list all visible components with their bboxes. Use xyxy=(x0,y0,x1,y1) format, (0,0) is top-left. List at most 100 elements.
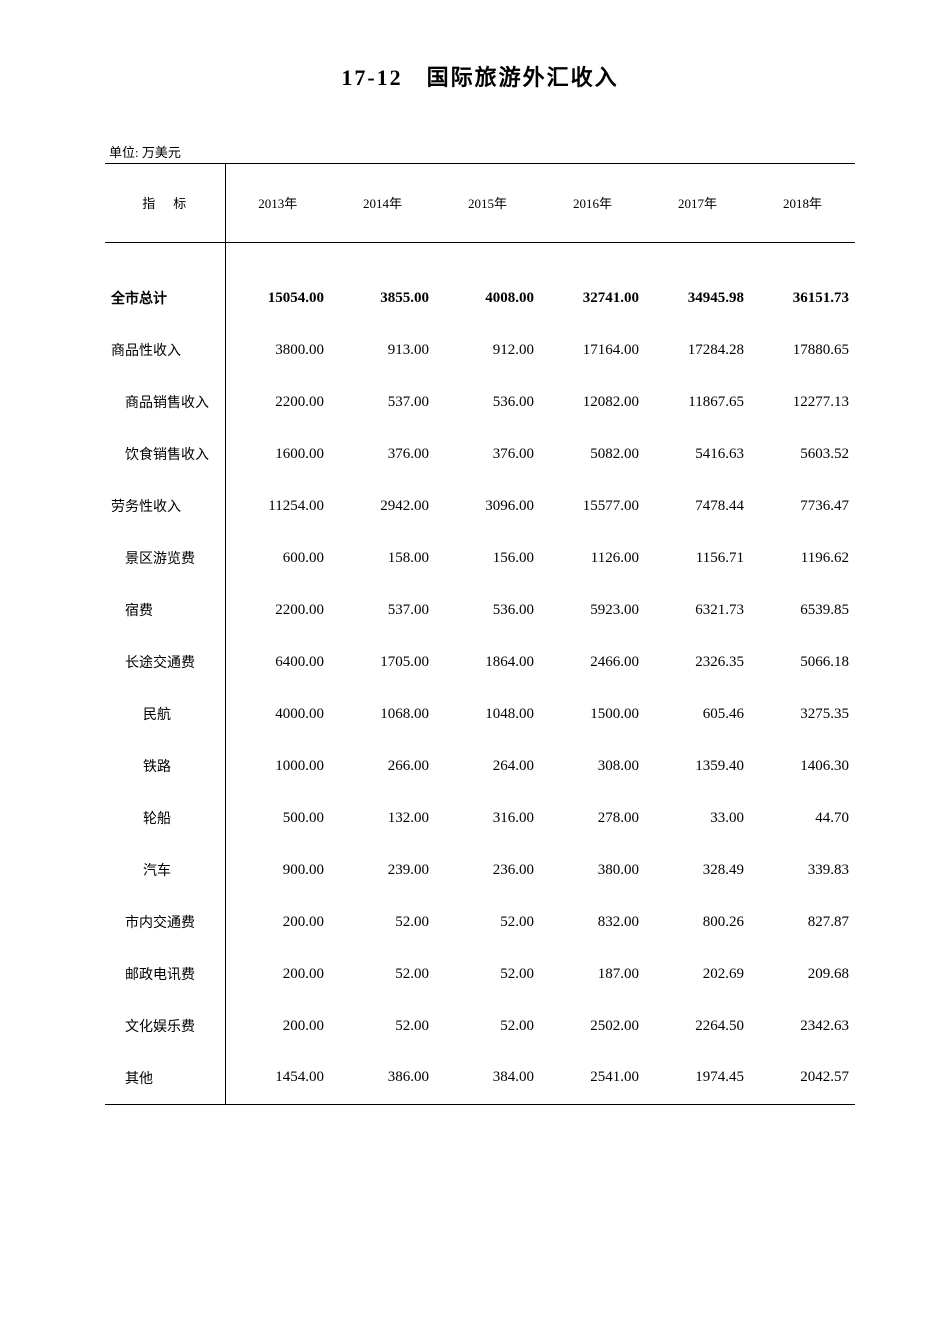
cell-value: 536.00 xyxy=(435,376,540,428)
cell-value: 6321.73 xyxy=(645,584,750,636)
page-title: 17-12 国际旅游外汇收入 xyxy=(105,60,855,92)
cell-value: 3855.00 xyxy=(330,272,435,324)
table-row: 轮船500.00132.00316.00278.0033.0044.70 xyxy=(105,792,855,844)
cell-value: 6539.85 xyxy=(750,584,855,636)
cell-value: 33.00 xyxy=(645,792,750,844)
cell-value: 202.69 xyxy=(645,948,750,1000)
cell-value: 200.00 xyxy=(225,948,330,1000)
row-label: 景区游览费 xyxy=(105,532,225,584)
cell-value: 209.68 xyxy=(750,948,855,1000)
cell-value: 2502.00 xyxy=(540,1000,645,1052)
cell-value: 239.00 xyxy=(330,844,435,896)
header-row: 指标 2013年 2014年 2015年 2016年 2017年 2018年 xyxy=(105,164,855,242)
cell-value: 52.00 xyxy=(330,896,435,948)
table-row: 商品销售收入2200.00537.00536.0012082.0011867.6… xyxy=(105,376,855,428)
cell-value: 52.00 xyxy=(435,1000,540,1052)
cell-value: 52.00 xyxy=(435,896,540,948)
cell-value: 827.87 xyxy=(750,896,855,948)
cell-value: 536.00 xyxy=(435,584,540,636)
cell-value: 187.00 xyxy=(540,948,645,1000)
table-row: 民航4000.001068.001048.001500.00605.463275… xyxy=(105,688,855,740)
cell-value: 15054.00 xyxy=(225,272,330,324)
cell-value: 316.00 xyxy=(435,792,540,844)
cell-value: 132.00 xyxy=(330,792,435,844)
spacer-row xyxy=(105,242,855,272)
header-year: 2015年 xyxy=(435,164,540,242)
cell-value: 537.00 xyxy=(330,584,435,636)
table-row: 市内交通费200.0052.0052.00832.00800.26827.87 xyxy=(105,896,855,948)
cell-value: 2466.00 xyxy=(540,636,645,688)
table-row: 其他1454.00386.00384.002541.001974.452042.… xyxy=(105,1052,855,1104)
header-indicator: 指标 xyxy=(105,164,225,242)
cell-value: 600.00 xyxy=(225,532,330,584)
cell-value: 384.00 xyxy=(435,1052,540,1104)
cell-value: 158.00 xyxy=(330,532,435,584)
cell-value: 52.00 xyxy=(330,948,435,1000)
row-label: 商品销售收入 xyxy=(105,376,225,428)
cell-value: 52.00 xyxy=(330,1000,435,1052)
cell-value: 200.00 xyxy=(225,896,330,948)
cell-value: 1126.00 xyxy=(540,532,645,584)
table-row: 铁路1000.00266.00264.00308.001359.401406.3… xyxy=(105,740,855,792)
cell-value: 17284.28 xyxy=(645,324,750,376)
cell-value: 156.00 xyxy=(435,532,540,584)
cell-value: 2942.00 xyxy=(330,480,435,532)
data-table: 指标 2013年 2014年 2015年 2016年 2017年 2018年 全… xyxy=(105,164,855,1105)
cell-value: 264.00 xyxy=(435,740,540,792)
cell-value: 1454.00 xyxy=(225,1052,330,1104)
cell-value: 3275.35 xyxy=(750,688,855,740)
cell-value: 5603.52 xyxy=(750,428,855,480)
header-year: 2014年 xyxy=(330,164,435,242)
cell-value: 5923.00 xyxy=(540,584,645,636)
cell-value: 1000.00 xyxy=(225,740,330,792)
row-label: 饮食销售收入 xyxy=(105,428,225,480)
cell-value: 4008.00 xyxy=(435,272,540,324)
cell-value: 15577.00 xyxy=(540,480,645,532)
header-year: 2018年 xyxy=(750,164,855,242)
table-row: 宿费2200.00537.00536.005923.006321.736539.… xyxy=(105,584,855,636)
cell-value: 2541.00 xyxy=(540,1052,645,1104)
row-label: 宿费 xyxy=(105,584,225,636)
cell-value: 912.00 xyxy=(435,324,540,376)
table-row: 汽车900.00239.00236.00380.00328.49339.83 xyxy=(105,844,855,896)
cell-value: 308.00 xyxy=(540,740,645,792)
cell-value: 5066.18 xyxy=(750,636,855,688)
row-label: 全市总计 xyxy=(105,272,225,324)
cell-value: 605.46 xyxy=(645,688,750,740)
cell-value: 900.00 xyxy=(225,844,330,896)
cell-value: 2264.50 xyxy=(645,1000,750,1052)
cell-value: 800.26 xyxy=(645,896,750,948)
row-label: 文化娱乐费 xyxy=(105,1000,225,1052)
cell-value: 2042.57 xyxy=(750,1052,855,1104)
table-row: 饮食销售收入1600.00376.00376.005082.005416.635… xyxy=(105,428,855,480)
row-label: 商品性收入 xyxy=(105,324,225,376)
table-row: 劳务性收入11254.002942.003096.0015577.007478.… xyxy=(105,480,855,532)
header-year: 2016年 xyxy=(540,164,645,242)
cell-value: 2200.00 xyxy=(225,376,330,428)
cell-value: 5416.63 xyxy=(645,428,750,480)
cell-value: 2326.35 xyxy=(645,636,750,688)
cell-value: 32741.00 xyxy=(540,272,645,324)
cell-value: 328.49 xyxy=(645,844,750,896)
cell-value: 832.00 xyxy=(540,896,645,948)
cell-value: 11254.00 xyxy=(225,480,330,532)
cell-value: 1048.00 xyxy=(435,688,540,740)
cell-value: 1406.30 xyxy=(750,740,855,792)
cell-value: 339.83 xyxy=(750,844,855,896)
cell-value: 6400.00 xyxy=(225,636,330,688)
cell-value: 3096.00 xyxy=(435,480,540,532)
cell-value: 537.00 xyxy=(330,376,435,428)
cell-value: 1705.00 xyxy=(330,636,435,688)
cell-value: 913.00 xyxy=(330,324,435,376)
cell-value: 34945.98 xyxy=(645,272,750,324)
cell-value: 386.00 xyxy=(330,1052,435,1104)
table-row: 长途交通费6400.001705.001864.002466.002326.35… xyxy=(105,636,855,688)
cell-value: 4000.00 xyxy=(225,688,330,740)
row-label: 长途交通费 xyxy=(105,636,225,688)
cell-value: 7736.47 xyxy=(750,480,855,532)
header-year: 2017年 xyxy=(645,164,750,242)
header-year: 2013年 xyxy=(225,164,330,242)
cell-value: 1500.00 xyxy=(540,688,645,740)
cell-value: 1196.62 xyxy=(750,532,855,584)
cell-value: 17164.00 xyxy=(540,324,645,376)
